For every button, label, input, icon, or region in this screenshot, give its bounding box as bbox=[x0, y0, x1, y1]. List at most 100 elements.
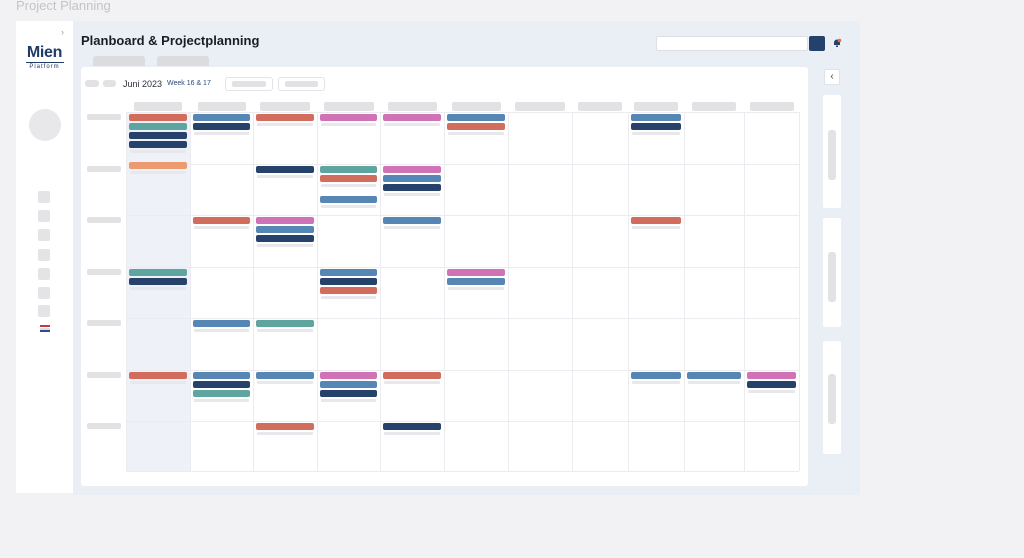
next-button[interactable] bbox=[103, 80, 116, 87]
event-bar-red[interactable] bbox=[129, 372, 187, 379]
event-bar-blue[interactable] bbox=[383, 175, 441, 182]
event-bar-blue[interactable] bbox=[687, 372, 741, 379]
month-label[interactable]: Juni 2023 bbox=[123, 79, 163, 89]
event-bar-pink[interactable] bbox=[320, 114, 377, 121]
event-bar-navy[interactable] bbox=[383, 423, 441, 430]
search-input[interactable] bbox=[656, 36, 808, 51]
search-button[interactable] bbox=[809, 36, 825, 51]
event-bar-pink[interactable] bbox=[320, 372, 377, 379]
nav-item-7[interactable] bbox=[38, 305, 50, 317]
nav-item-6[interactable] bbox=[38, 287, 50, 299]
nav-item-3[interactable] bbox=[38, 229, 50, 241]
grid-column-line bbox=[628, 112, 629, 471]
event-bar-red[interactable] bbox=[129, 114, 187, 121]
grid-column-line bbox=[253, 112, 254, 471]
event-bar-blue[interactable] bbox=[193, 372, 250, 379]
event-bar-red[interactable] bbox=[631, 217, 681, 224]
event-bar-red[interactable] bbox=[256, 114, 314, 121]
event-footer bbox=[257, 329, 313, 332]
event-bar-red[interactable] bbox=[320, 175, 377, 182]
event-bar-blue[interactable] bbox=[320, 269, 377, 276]
event-bar-blue[interactable] bbox=[320, 381, 377, 388]
event-bar-navy[interactable] bbox=[193, 123, 250, 130]
event-bar-blue[interactable] bbox=[447, 278, 505, 285]
event-bar-navy[interactable] bbox=[256, 235, 314, 242]
event-bar-navy[interactable] bbox=[256, 166, 314, 173]
week-label: Week 16 & 17 bbox=[167, 80, 211, 87]
nav-item-1[interactable] bbox=[38, 191, 50, 203]
event-bar-pink[interactable] bbox=[256, 217, 314, 224]
event-bar-navy[interactable] bbox=[747, 381, 796, 388]
event-footer bbox=[130, 381, 186, 384]
grid-row-line bbox=[126, 164, 799, 165]
event-bar-navy[interactable] bbox=[383, 184, 441, 191]
event-bar-pink[interactable] bbox=[383, 166, 441, 173]
column-header bbox=[260, 102, 310, 111]
event-bar-pink[interactable] bbox=[447, 269, 505, 276]
event-footer bbox=[321, 184, 376, 187]
board-title: Planboard & Projectplanning bbox=[81, 33, 260, 48]
prev-button[interactable] bbox=[85, 80, 99, 87]
event-bar-navy[interactable] bbox=[320, 390, 377, 397]
event-bar-teal[interactable] bbox=[193, 390, 250, 397]
event-bar-teal[interactable] bbox=[129, 123, 187, 130]
tab-2[interactable] bbox=[157, 56, 209, 66]
event-bar-blue[interactable] bbox=[193, 114, 250, 121]
event-bar-navy[interactable] bbox=[129, 132, 187, 139]
event-footer bbox=[321, 205, 376, 208]
event-bar-pink[interactable] bbox=[383, 114, 441, 121]
nav-item-4[interactable] bbox=[38, 249, 50, 261]
grid-row-line bbox=[126, 267, 799, 268]
nav-item-2[interactable] bbox=[38, 210, 50, 222]
event-bar-blue[interactable] bbox=[256, 372, 314, 379]
event-bar-navy[interactable] bbox=[320, 278, 377, 285]
tab-1[interactable] bbox=[93, 56, 145, 66]
event-bar-teal[interactable] bbox=[256, 320, 314, 327]
grid-row-line bbox=[126, 370, 799, 371]
event-bar-navy[interactable] bbox=[631, 123, 681, 130]
event-bar-blue[interactable] bbox=[193, 320, 250, 327]
nav-item-5[interactable] bbox=[38, 268, 50, 280]
column-header bbox=[515, 102, 565, 111]
column-header bbox=[634, 102, 678, 111]
logo[interactable]: Mien Platform bbox=[16, 45, 73, 71]
chevron-right-icon[interactable]: › bbox=[61, 27, 64, 37]
event-bar-navy[interactable] bbox=[129, 141, 187, 148]
event-bar-orange[interactable] bbox=[129, 162, 187, 169]
event-bar-blue[interactable] bbox=[320, 196, 377, 203]
filter-button[interactable] bbox=[278, 77, 325, 91]
chevron-left-icon[interactable]: ‹ bbox=[824, 69, 840, 85]
event-bar-navy[interactable] bbox=[193, 381, 250, 388]
event-footer bbox=[257, 432, 313, 435]
event-bar-pink[interactable] bbox=[747, 372, 796, 379]
event-bar-blue[interactable] bbox=[383, 217, 441, 224]
row-label bbox=[87, 269, 121, 275]
event-bar-navy[interactable] bbox=[129, 278, 187, 285]
event-bar-red[interactable] bbox=[193, 217, 250, 224]
view-toggle-button[interactable] bbox=[225, 77, 273, 91]
event-bar-teal[interactable] bbox=[129, 269, 187, 276]
column-header bbox=[387, 102, 437, 111]
event-bar-blue[interactable] bbox=[447, 114, 505, 121]
event-bar-teal[interactable] bbox=[320, 166, 377, 173]
bell-icon[interactable] bbox=[832, 38, 842, 48]
side-card-1[interactable] bbox=[823, 95, 841, 208]
row-label bbox=[87, 320, 121, 326]
event-bar-red[interactable] bbox=[383, 372, 441, 379]
grid-column-line bbox=[508, 112, 509, 471]
event-footer bbox=[384, 226, 440, 229]
event-bar-red[interactable] bbox=[447, 123, 505, 130]
event-bar-blue[interactable] bbox=[631, 372, 681, 379]
event-bar-red[interactable] bbox=[256, 423, 314, 430]
dutch-flag-icon[interactable] bbox=[40, 325, 50, 332]
column-header bbox=[749, 102, 794, 111]
event-footer bbox=[257, 244, 313, 247]
side-card-3[interactable] bbox=[823, 341, 841, 454]
event-bar-red[interactable] bbox=[320, 287, 377, 294]
event-bar-blue[interactable] bbox=[631, 114, 681, 121]
event-bar-blue[interactable] bbox=[256, 226, 314, 233]
grid-column-line bbox=[744, 112, 745, 471]
avatar[interactable] bbox=[29, 109, 61, 141]
side-card-2[interactable] bbox=[823, 218, 841, 327]
event-footer bbox=[194, 132, 249, 135]
